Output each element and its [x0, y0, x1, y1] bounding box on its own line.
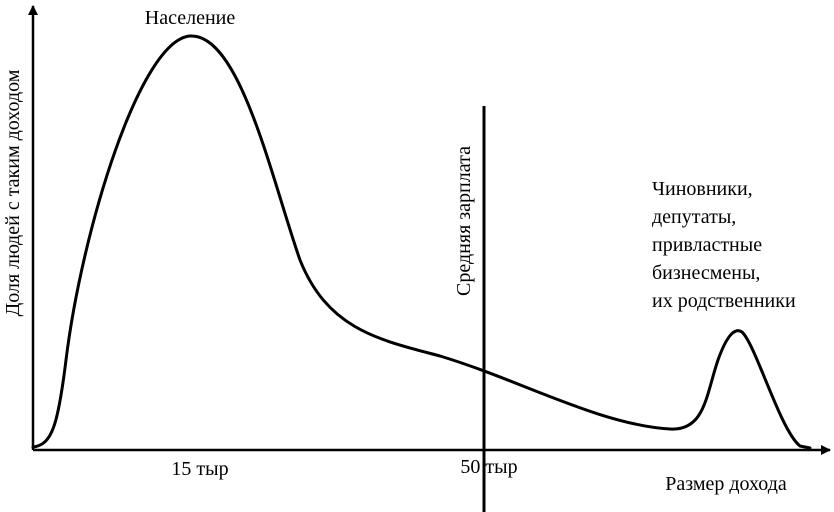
elite-label-line: их родственники: [652, 290, 796, 312]
elite-label-line: бизнесмены,: [652, 262, 760, 284]
elite-label: Чиновники, депутаты, привластные бизнесм…: [652, 178, 796, 312]
median-salary-label: Средняя зарплата: [453, 146, 475, 296]
tick-label-50: 50 тыр: [460, 456, 517, 478]
tick-label-15: 15 тыр: [171, 458, 228, 480]
x-axis-label: Размер дохода: [665, 473, 787, 495]
elite-label-line: привластные: [652, 234, 762, 256]
elite-label-line: депутаты,: [652, 206, 736, 228]
peak-label-population: Население: [145, 7, 236, 29]
y-axis-label: Доля людей с таким доходом: [2, 69, 24, 316]
distribution-curve: [31, 34, 812, 450]
elite-label-line: Чиновники,: [652, 178, 753, 200]
